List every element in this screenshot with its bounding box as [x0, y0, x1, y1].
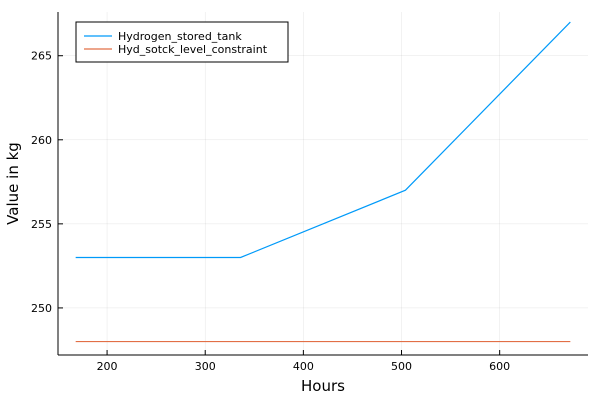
- series-line-1: [75, 21, 571, 259]
- x-axis-label: Hours: [301, 377, 345, 395]
- legend-label-1: Hydrogen_stored_tank: [118, 30, 242, 43]
- y-axis-label: Value in kg: [4, 142, 22, 225]
- legend-label-2: Hyd_sotck_level_constraint: [118, 43, 268, 56]
- series-group: [75, 21, 571, 343]
- legend: Hydrogen_stored_tankHyd_sotck_level_cons…: [75, 21, 289, 63]
- legend-box: [75, 21, 289, 63]
- grid: [58, 12, 588, 355]
- x-tick-label: 200: [97, 360, 118, 373]
- plot-frame: [57, 12, 588, 356]
- y-tick-label: 250: [31, 302, 52, 315]
- x-tick-label: 600: [489, 360, 510, 373]
- y-tick-label: 260: [31, 134, 52, 147]
- x-tick-label: 500: [391, 360, 412, 373]
- y-tick-label: 265: [31, 50, 52, 63]
- y-tick-label: 255: [31, 218, 52, 231]
- x-tick-label: 400: [293, 360, 314, 373]
- ticks: 200 300 400 500 600 250 255 260 265: [31, 50, 510, 373]
- x-tick-label: 300: [195, 360, 216, 373]
